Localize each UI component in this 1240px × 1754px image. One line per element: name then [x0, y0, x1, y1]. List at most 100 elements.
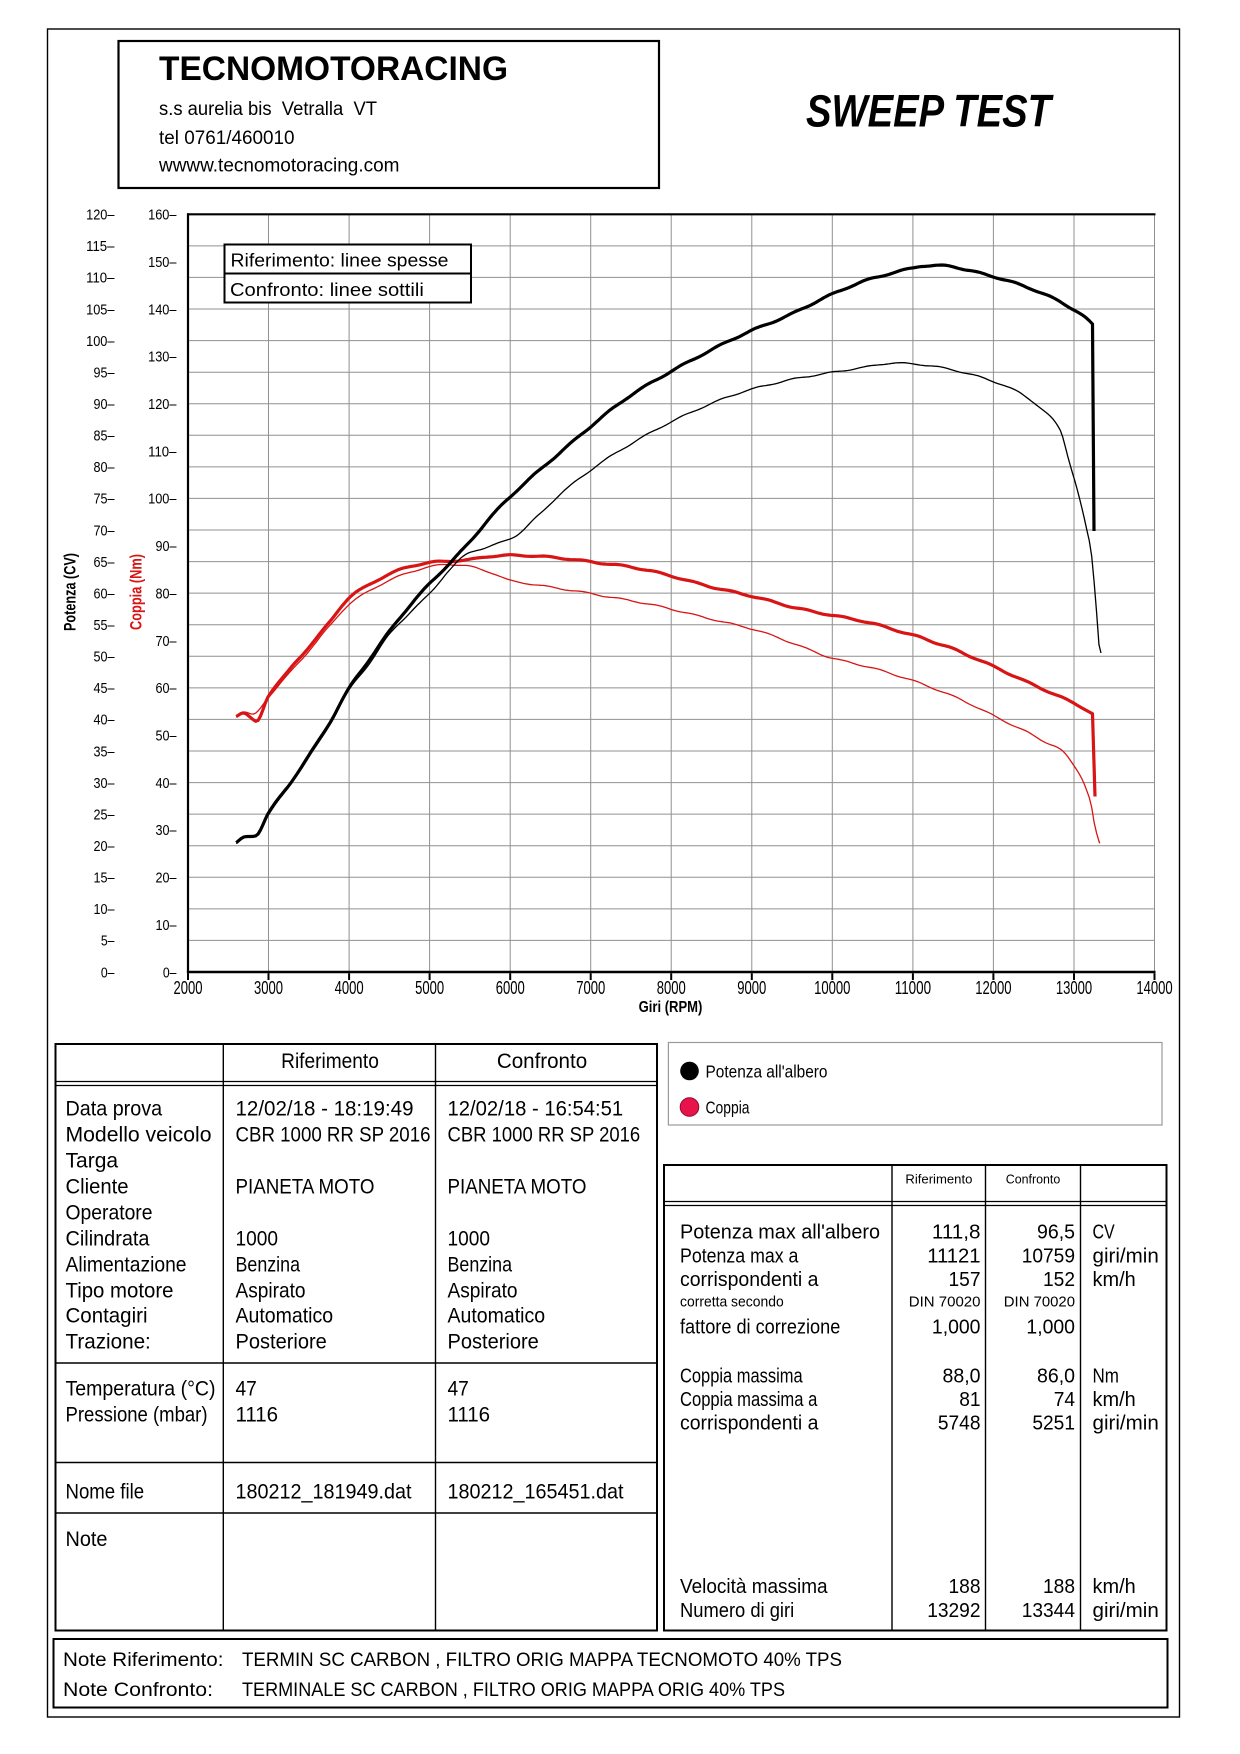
svg-text:corrispondenti a: corrispondenti a	[680, 1413, 819, 1435]
svg-text:Automatico: Automatico	[448, 1304, 546, 1328]
svg-text:160–: 160–	[148, 208, 177, 224]
svg-text:86,0: 86,0	[1037, 1366, 1075, 1388]
svg-text:8000: 8000	[657, 978, 686, 998]
svg-text:5251: 5251	[1032, 1413, 1075, 1435]
svg-text:1,000: 1,000	[1026, 1317, 1075, 1339]
svg-text:105–: 105–	[86, 302, 115, 318]
svg-text:1000: 1000	[448, 1227, 491, 1251]
svg-text:10–: 10–	[94, 902, 116, 918]
svg-text:81: 81	[959, 1389, 980, 1411]
svg-text:55–: 55–	[94, 618, 116, 634]
svg-text:47: 47	[236, 1377, 257, 1401]
svg-text:120–: 120–	[86, 208, 115, 224]
svg-text:30–: 30–	[156, 823, 178, 839]
svg-text:85–: 85–	[94, 429, 116, 445]
svg-text:Pressione (mbar): Pressione (mbar)	[66, 1403, 208, 1427]
svg-text:corrispondenti a: corrispondenti a	[680, 1269, 819, 1291]
svg-text:km/h: km/h	[1093, 1576, 1136, 1598]
svg-text:50–: 50–	[94, 650, 116, 666]
svg-text:188: 188	[949, 1576, 981, 1598]
svg-text:9000: 9000	[737, 978, 766, 998]
svg-text:Numero di giri: Numero di giri	[680, 1600, 794, 1622]
svg-text:11000: 11000	[895, 978, 931, 998]
svg-text:corretta secondo: corretta secondo	[680, 1295, 784, 1311]
svg-text:60–: 60–	[94, 586, 116, 602]
svg-text:PIANETA MOTO: PIANETA MOTO	[448, 1175, 587, 1199]
svg-text:157: 157	[949, 1269, 981, 1291]
svg-text:180212_165451.dat: 180212_165451.dat	[448, 1480, 624, 1504]
svg-text:15–: 15–	[94, 871, 116, 887]
svg-text:Note Riferimento:: Note Riferimento:	[63, 1649, 224, 1671]
svg-text:12/02/18 - 18:19:49: 12/02/18 - 18:19:49	[236, 1097, 414, 1121]
svg-text:40–: 40–	[94, 713, 116, 729]
svg-text:Confronto: Confronto	[497, 1049, 587, 1073]
svg-text:11121: 11121	[927, 1246, 980, 1268]
svg-text:Confronto: linee sottili: Confronto: linee sottili	[230, 280, 424, 300]
svg-text:5748: 5748	[938, 1413, 981, 1435]
svg-text:95–: 95–	[94, 366, 116, 382]
svg-text:10000: 10000	[814, 978, 850, 998]
svg-text:Confronto: Confronto	[1006, 1172, 1061, 1187]
svg-text:111,8: 111,8	[932, 1222, 981, 1244]
svg-text:Aspirato: Aspirato	[448, 1279, 518, 1303]
svg-text:180212_181949.dat: 180212_181949.dat	[236, 1480, 412, 1504]
svg-text:Benzina: Benzina	[448, 1253, 513, 1277]
svg-text:1000: 1000	[236, 1227, 279, 1251]
svg-text:3000: 3000	[254, 978, 283, 998]
svg-text:5000: 5000	[415, 978, 444, 998]
svg-text:2000: 2000	[174, 978, 203, 998]
svg-text:Aspirato: Aspirato	[236, 1279, 306, 1303]
svg-text:wwww.tecnomotoracing.com: wwww.tecnomotoracing.com	[158, 156, 399, 177]
svg-text:88,0: 88,0	[943, 1366, 981, 1388]
svg-text:65–: 65–	[94, 555, 116, 571]
svg-text:giri/min: giri/min	[1093, 1600, 1159, 1622]
svg-text:70–: 70–	[94, 523, 116, 539]
svg-text:90–: 90–	[94, 397, 116, 413]
svg-text:7000: 7000	[576, 978, 605, 998]
svg-text:DIN 70020: DIN 70020	[909, 1295, 981, 1311]
svg-text:Note: Note	[66, 1527, 108, 1551]
svg-text:Data prova: Data prova	[66, 1097, 163, 1121]
svg-text:CBR 1000 RR SP 2016: CBR 1000 RR SP 2016	[236, 1123, 431, 1147]
svg-text:km/h: km/h	[1093, 1389, 1136, 1411]
svg-text:152: 152	[1043, 1269, 1075, 1291]
svg-text:50–: 50–	[156, 729, 178, 745]
svg-text:s.s aurelia bis Vetralla VT: s.s aurelia bis Vetralla VT	[159, 99, 377, 120]
svg-text:Note Confronto:: Note Confronto:	[63, 1679, 213, 1701]
svg-text:Cliente: Cliente	[66, 1175, 129, 1199]
svg-text:Coppia: Coppia	[706, 1097, 750, 1117]
svg-text:40–: 40–	[156, 776, 178, 792]
svg-text:35–: 35–	[94, 744, 116, 760]
svg-text:25–: 25–	[94, 807, 116, 823]
svg-text:12/02/18 - 16:54:51: 12/02/18 - 16:54:51	[448, 1097, 624, 1121]
svg-text:Potenza (CV): Potenza (CV)	[61, 553, 80, 631]
svg-text:Riferimento: Riferimento	[281, 1049, 379, 1073]
svg-text:Coppia massima a: Coppia massima a	[680, 1389, 818, 1411]
svg-text:Operatore: Operatore	[66, 1201, 153, 1225]
svg-text:20–: 20–	[94, 839, 116, 855]
svg-text:110–: 110–	[148, 444, 177, 460]
svg-text:SWEEP TEST: SWEEP TEST	[806, 86, 1054, 137]
svg-text:TERMIN SC CARBON , FILTRO ORIG: TERMIN SC CARBON , FILTRO ORIG MAPPA TEC…	[242, 1649, 842, 1671]
svg-text:Posteriore: Posteriore	[448, 1330, 539, 1354]
svg-text:45–: 45–	[94, 681, 116, 697]
svg-text:Velocità massima: Velocità massima	[680, 1576, 828, 1598]
svg-text:70–: 70–	[156, 634, 178, 650]
svg-text:0–: 0–	[163, 965, 177, 981]
svg-text:Trazione:: Trazione:	[66, 1330, 151, 1354]
svg-text:Giri (RPM): Giri (RPM)	[639, 999, 703, 1016]
svg-text:100–: 100–	[148, 492, 177, 508]
svg-text:188: 188	[1043, 1576, 1075, 1598]
svg-text:47: 47	[448, 1377, 469, 1401]
svg-text:20–: 20–	[156, 871, 178, 887]
svg-text:96,5: 96,5	[1037, 1222, 1075, 1244]
svg-text:Alimentazione: Alimentazione	[66, 1253, 187, 1277]
svg-text:Coppia massima: Coppia massima	[680, 1366, 803, 1388]
svg-text:130–: 130–	[148, 350, 177, 366]
svg-text:Nm: Nm	[1093, 1366, 1119, 1388]
svg-text:1116: 1116	[236, 1403, 279, 1427]
svg-text:Potenza all'albero: Potenza all'albero	[706, 1061, 828, 1081]
svg-text:90–: 90–	[156, 539, 178, 555]
svg-text:140–: 140–	[148, 302, 177, 318]
svg-text:Posteriore: Posteriore	[236, 1330, 327, 1354]
